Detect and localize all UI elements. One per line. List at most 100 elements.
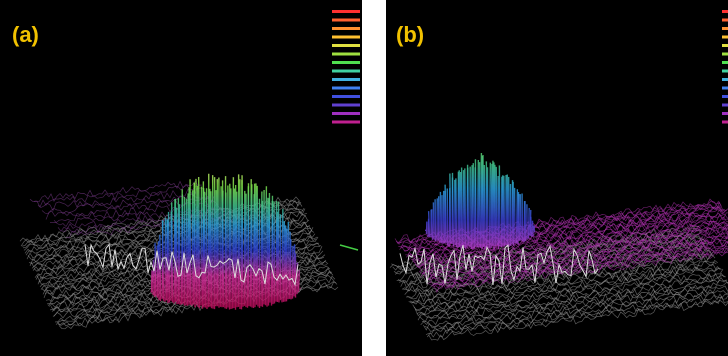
colorbar-swatch bbox=[722, 18, 728, 22]
surface-stroke bbox=[178, 204, 181, 305]
colorbar-swatch bbox=[722, 27, 728, 30]
surface-stroke bbox=[451, 177, 455, 247]
noise-line bbox=[427, 295, 728, 338]
colorbar-swatch bbox=[332, 18, 360, 22]
surface-stroke bbox=[186, 193, 189, 306]
colorbar-swatch bbox=[332, 120, 360, 124]
colorbar-swatch bbox=[722, 61, 728, 64]
colorbar-swatch bbox=[332, 112, 360, 115]
colorbar-swatch bbox=[722, 112, 728, 115]
surface-stroke bbox=[175, 207, 178, 305]
noise-line bbox=[416, 275, 726, 315]
surface-stroke bbox=[530, 216, 533, 237]
surface-stroke bbox=[166, 219, 169, 304]
surface-stroke bbox=[511, 180, 514, 245]
surface-stroke bbox=[467, 167, 470, 246]
surface-stroke bbox=[442, 190, 445, 244]
surface-stroke bbox=[266, 197, 269, 307]
surface-stroke bbox=[515, 189, 519, 244]
colorbar-swatch bbox=[332, 78, 360, 81]
surface-stroke bbox=[494, 164, 497, 247]
colorbar bbox=[722, 10, 728, 124]
colorbar-swatch bbox=[722, 44, 728, 47]
noise-line bbox=[409, 263, 720, 305]
surface-stroke bbox=[181, 194, 184, 304]
surface-stroke bbox=[284, 225, 287, 302]
surface-stroke bbox=[249, 179, 252, 307]
noise-line bbox=[40, 242, 321, 290]
colorbar-swatch bbox=[332, 27, 360, 30]
noise-line bbox=[411, 220, 728, 264]
surface-plot bbox=[19, 173, 359, 330]
surface-stroke bbox=[221, 180, 225, 308]
noise-line bbox=[420, 235, 728, 277]
surface-stroke bbox=[460, 167, 464, 249]
surface-stroke bbox=[518, 193, 521, 241]
noise-line bbox=[408, 259, 718, 304]
colorbar-swatch bbox=[722, 120, 728, 124]
surface-stroke bbox=[503, 175, 506, 247]
surface-stroke bbox=[479, 152, 483, 248]
surface-stroke bbox=[482, 154, 485, 248]
colorbar-swatch bbox=[332, 103, 360, 107]
surface-stroke bbox=[282, 221, 286, 302]
noise-line bbox=[418, 231, 728, 274]
surface-stroke bbox=[498, 165, 501, 247]
surface-stroke bbox=[488, 162, 492, 248]
surface-stroke bbox=[167, 211, 171, 303]
surface-stroke bbox=[231, 177, 235, 309]
surface-stroke bbox=[271, 201, 274, 305]
surface-stroke bbox=[164, 217, 167, 302]
surface-stroke bbox=[161, 220, 165, 301]
surface-stroke bbox=[193, 182, 196, 308]
colorbar-swatch bbox=[332, 44, 360, 47]
colorbar-swatch bbox=[332, 61, 360, 64]
colorbar-swatch bbox=[332, 95, 360, 98]
surface-stroke bbox=[247, 183, 250, 307]
surface-stroke bbox=[293, 244, 296, 297]
surface-stroke bbox=[225, 192, 228, 309]
profile-line bbox=[399, 244, 599, 285]
surface-stroke bbox=[455, 178, 458, 248]
noise-line bbox=[430, 247, 728, 288]
panel-label: (a) bbox=[12, 22, 39, 47]
surface-stroke bbox=[288, 231, 291, 299]
noise-line bbox=[423, 290, 728, 331]
surface-stroke bbox=[427, 211, 431, 238]
colorbar-swatch bbox=[722, 35, 728, 39]
noise-line bbox=[431, 247, 728, 288]
surface-stroke bbox=[197, 176, 201, 309]
surface-stroke bbox=[210, 191, 213, 309]
colorbar-swatch bbox=[722, 10, 728, 13]
surface-stroke bbox=[268, 192, 271, 303]
surface-stroke bbox=[431, 209, 434, 240]
surface-stroke bbox=[256, 185, 259, 307]
surface-stroke bbox=[273, 201, 276, 304]
surface-stroke bbox=[474, 159, 477, 247]
noise-line bbox=[37, 187, 207, 212]
surface-stroke bbox=[196, 185, 199, 308]
surface-stroke bbox=[219, 186, 222, 307]
noise-line bbox=[421, 285, 728, 328]
noise-line bbox=[413, 268, 724, 312]
surface-stroke bbox=[495, 166, 498, 246]
colorbar-swatch bbox=[332, 69, 360, 73]
surface-stroke bbox=[281, 208, 284, 303]
colorbar-swatch bbox=[722, 52, 728, 56]
colorbar-swatch bbox=[722, 103, 728, 107]
surface-stroke bbox=[464, 168, 467, 249]
surface-stroke bbox=[478, 162, 481, 248]
colorbar-swatch bbox=[332, 52, 360, 56]
surface-stroke bbox=[154, 242, 157, 296]
noise-line bbox=[33, 184, 203, 208]
surface-stroke bbox=[531, 220, 534, 237]
surface-stroke bbox=[519, 194, 522, 241]
colorbar-swatch bbox=[722, 69, 728, 73]
surface-stroke bbox=[264, 186, 268, 306]
surface-stroke bbox=[432, 202, 435, 240]
surface-stroke bbox=[483, 165, 486, 250]
noise-line bbox=[417, 276, 728, 321]
surface-stroke bbox=[486, 167, 489, 249]
noise-line bbox=[423, 235, 728, 279]
